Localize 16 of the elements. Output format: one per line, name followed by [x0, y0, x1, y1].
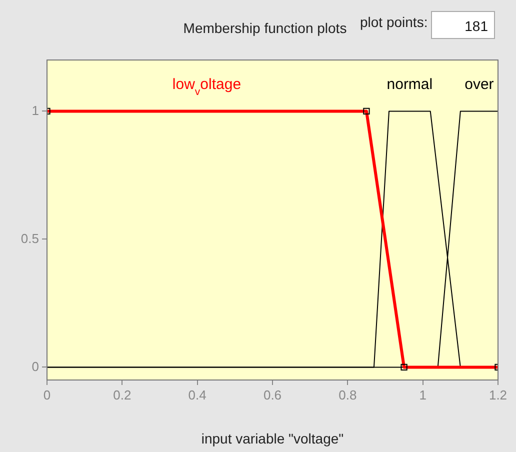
x-tick-label: 0.4: [188, 387, 206, 402]
x-tick-label: 0.8: [338, 387, 357, 402]
y-tick-label: 0.5: [20, 230, 39, 246]
series-label: over: [464, 76, 494, 94]
x-tick-label: 0: [43, 387, 51, 402]
chart-title: Membership function plots: [183, 20, 347, 36]
y-tick-label: 1: [32, 102, 39, 118]
text-field: 181: [431, 11, 495, 39]
y-tick-label: 0: [32, 358, 39, 374]
x-tick-label: 1: [419, 387, 426, 402]
x-tick-label: 0.6: [263, 387, 282, 402]
x-axis-title: input variable "voltage": [201, 430, 344, 446]
x-tick-label: 0.2: [113, 387, 132, 402]
text: plot points:: [360, 14, 428, 30]
series-label: normal: [386, 76, 433, 94]
x-tick-label: 1.2: [488, 387, 508, 402]
